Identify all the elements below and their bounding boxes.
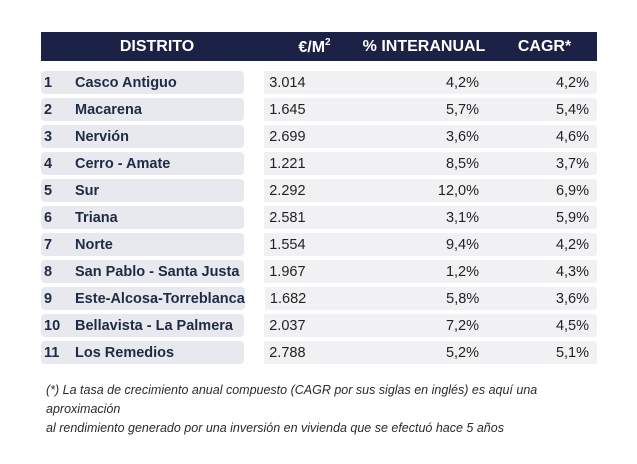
cagr-cell: 5,4%: [487, 98, 597, 121]
district-name: San Pablo - Santa Justa: [75, 263, 240, 280]
row-number: 4: [44, 155, 53, 172]
district-cell: 10 Bellavista - La Palmera: [41, 314, 245, 337]
interanual-cell: 5,2%: [334, 341, 487, 364]
district-cell: 9 Este-Alcosa-Torreblanca: [41, 287, 245, 310]
interanual-cell: 8,5%: [334, 152, 487, 175]
district-name: Nervión: [75, 128, 129, 145]
interanual-cell: 4,2%: [334, 71, 487, 94]
interanual-cell: 5,8%: [335, 287, 488, 310]
price-cell: 2.037: [264, 314, 335, 337]
interanual-cell: 5,7%: [334, 98, 487, 121]
price-cell: 1.554: [264, 233, 335, 256]
cagr-cell: 5,1%: [487, 341, 597, 364]
cagr-cell: 5,9%: [487, 206, 597, 229]
table-row: 2 Macarena 1.645 5,7% 5,4%: [41, 96, 597, 123]
district-price-table: DISTRITO €/M2 % INTERANUAL CAGR* 1 Casco …: [41, 32, 597, 366]
table-row: 9 Este-Alcosa-Torreblanca 1.682 5,8% 3,6%: [41, 285, 597, 312]
header-price-label: €/M: [298, 38, 326, 56]
interanual-cell: 1,2%: [334, 260, 487, 283]
cagr-cell: 4,3%: [487, 260, 597, 283]
price-cell: 1.645: [264, 98, 335, 121]
interanual-cell: 3,1%: [334, 206, 487, 229]
price-cell: 2.581: [264, 206, 335, 229]
row-number: 9: [44, 290, 53, 307]
district-cell: 5 Sur: [41, 179, 245, 202]
table-row: 4 Cerro - Amate 1.221 8,5% 3,7%: [41, 150, 597, 177]
district-name: Casco Antiguo: [75, 74, 177, 91]
table-row: 6 Triana 2.581 3,1% 5,9%: [41, 204, 597, 231]
header-price-superscript: 2: [325, 36, 331, 48]
district-name: Norte: [75, 236, 113, 253]
price-cell: 2.699: [264, 125, 335, 148]
table-row: 1 Casco Antiguo 3.014 4,2% 4,2%: [41, 69, 597, 96]
district-name: Este-Alcosa-Torreblanca: [75, 290, 245, 307]
district-name: Cerro - Amate: [75, 155, 171, 172]
interanual-cell: 3,6%: [334, 125, 487, 148]
table-row: 3 Nervión 2.699 3,6% 4,6%: [41, 123, 597, 150]
cagr-cell: 4,5%: [487, 314, 597, 337]
interanual-cell: 9,4%: [334, 233, 487, 256]
cagr-cell: 4,2%: [487, 233, 597, 256]
price-cell: 2.788: [264, 341, 335, 364]
district-cell: 8 San Pablo - Santa Justa: [41, 260, 245, 283]
price-cell: 1.967: [264, 260, 335, 283]
price-cell: 2.292: [264, 179, 335, 202]
interanual-cell: 7,2%: [334, 314, 487, 337]
district-cell: 4 Cerro - Amate: [41, 152, 245, 175]
district-name: Los Remedios: [75, 344, 175, 361]
cagr-cell: 3,6%: [487, 287, 597, 310]
row-number: 10: [44, 317, 61, 334]
table-row: 10 Bellavista - La Palmera 2.037 7,2% 4,5%: [41, 312, 597, 339]
table-body: 1 Casco Antiguo 3.014 4,2% 4,2% 2 Macarena 1.64…: [41, 69, 597, 366]
district-name: Macarena: [75, 101, 142, 118]
district-name: Bellavista - La Palmera: [75, 317, 233, 334]
district-cell: 11 Los Remedios: [41, 341, 245, 364]
price-cell: 1.682: [264, 287, 336, 310]
cagr-cell: 4,2%: [487, 71, 597, 94]
row-number: 5: [44, 182, 53, 199]
cagr-cell: 4,6%: [487, 125, 597, 148]
cagr-cell: 6,9%: [487, 179, 597, 202]
price-cell: 3.014: [264, 71, 335, 94]
table-row: 8 San Pablo - Santa Justa 1.967 1,2% 4,3%: [41, 258, 597, 285]
row-number: 8: [44, 263, 53, 280]
district-cell: 1 Casco Antiguo: [41, 71, 245, 94]
row-number: 2: [44, 101, 53, 118]
header-price: €/M2: [273, 37, 356, 57]
header-distrito: DISTRITO: [119, 37, 195, 55]
footnote-line-1: (*) La tasa de crecimiento anual compues…: [46, 383, 538, 416]
row-number: 3: [44, 128, 53, 145]
footnote: (*) La tasa de crecimiento anual compues…: [46, 381, 606, 438]
district-cell: 6 Triana: [41, 206, 245, 229]
footnote-line-2: al rendimiento generado por una inversió…: [46, 421, 504, 435]
table-header: DISTRITO €/M2 % INTERANUAL CAGR*: [41, 32, 597, 61]
district-name: Sur: [75, 182, 100, 199]
row-number: 6: [44, 209, 53, 226]
row-number: 7: [44, 236, 53, 253]
district-cell: 3 Nervión: [41, 125, 245, 148]
header-interanual: % INTERANUAL: [362, 37, 486, 55]
row-number: 1: [44, 74, 53, 91]
cagr-cell: 3,7%: [487, 152, 597, 175]
district-cell: 2 Macarena: [41, 98, 245, 121]
row-number: 11: [44, 344, 60, 361]
table-row: 5 Sur 2.292 12,0% 6,9%: [41, 177, 597, 204]
header-cagr: CAGR*: [517, 37, 572, 55]
district-cell: 7 Norte: [41, 233, 245, 256]
table-row: 11 Los Remedios 2.788 5,2% 5,1%: [41, 339, 597, 366]
interanual-cell: 12,0%: [334, 179, 487, 202]
table-row: 7 Norte 1.554 9,4% 4,2%: [41, 231, 597, 258]
price-cell: 1.221: [264, 152, 335, 175]
district-name: Triana: [75, 209, 118, 226]
